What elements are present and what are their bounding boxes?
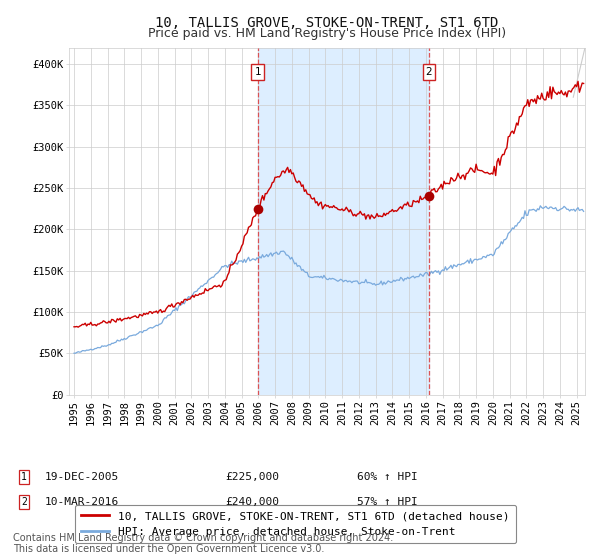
Text: £225,000: £225,000 bbox=[225, 472, 279, 482]
Legend: 10, TALLIS GROVE, STOKE-ON-TRENT, ST1 6TD (detached house), HPI: Average price, : 10, TALLIS GROVE, STOKE-ON-TRENT, ST1 6T… bbox=[74, 505, 516, 543]
Text: £240,000: £240,000 bbox=[225, 497, 279, 507]
Text: Price paid vs. HM Land Registry's House Price Index (HPI): Price paid vs. HM Land Registry's House … bbox=[148, 27, 506, 40]
Text: 10, TALLIS GROVE, STOKE-ON-TRENT, ST1 6TD: 10, TALLIS GROVE, STOKE-ON-TRENT, ST1 6T… bbox=[155, 16, 499, 30]
Text: This data is licensed under the Open Government Licence v3.0.: This data is licensed under the Open Gov… bbox=[13, 544, 325, 554]
Text: 1: 1 bbox=[21, 472, 27, 482]
Text: 2: 2 bbox=[426, 67, 433, 77]
Bar bbox=[257, 48, 429, 395]
Text: 19-DEC-2005: 19-DEC-2005 bbox=[45, 472, 119, 482]
Text: Contains HM Land Registry data © Crown copyright and database right 2024.: Contains HM Land Registry data © Crown c… bbox=[13, 533, 394, 543]
Text: 57% ↑ HPI: 57% ↑ HPI bbox=[357, 497, 418, 507]
Text: 10-MAR-2016: 10-MAR-2016 bbox=[45, 497, 119, 507]
Text: 1: 1 bbox=[254, 67, 261, 77]
Text: 60% ↑ HPI: 60% ↑ HPI bbox=[357, 472, 418, 482]
Text: 2: 2 bbox=[21, 497, 27, 507]
